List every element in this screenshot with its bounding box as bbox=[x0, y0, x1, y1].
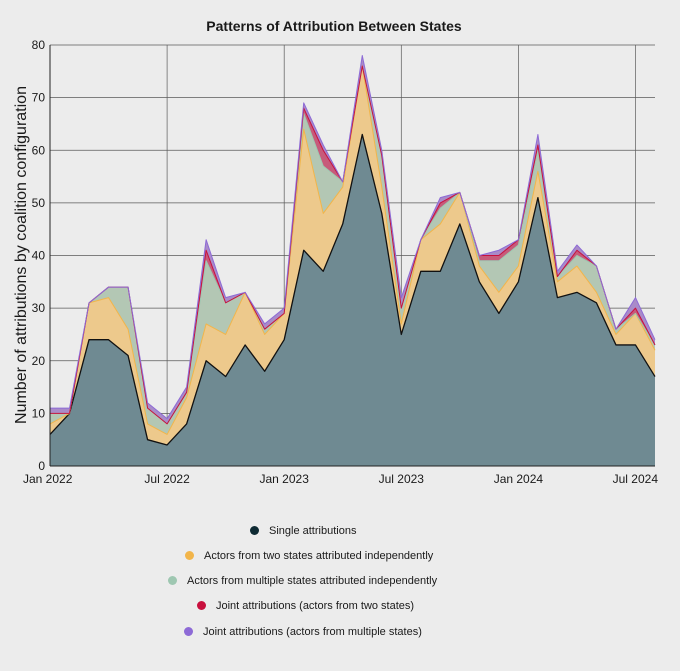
stacked-areas bbox=[50, 55, 655, 466]
y-tick-label: 10 bbox=[32, 406, 46, 420]
x-tick-label: Jan 2022 bbox=[23, 472, 73, 486]
y-tick-labels: 0 10 20 30 40 50 60 70 80 bbox=[32, 38, 46, 473]
x-tick-label: Jan 2023 bbox=[259, 472, 309, 486]
x-tick-label: Jan 2024 bbox=[494, 472, 544, 486]
legend-marker bbox=[250, 526, 259, 535]
legend-item: Joint attributions (actors from multiple… bbox=[184, 626, 422, 638]
legend-marker bbox=[184, 627, 193, 636]
series-line bbox=[49, 133, 656, 446]
y-tick-label: 70 bbox=[32, 91, 46, 105]
legend-marker bbox=[197, 601, 206, 610]
chart-title: Patterns of Attribution Between States bbox=[206, 18, 462, 34]
series-line bbox=[50, 65, 656, 425]
y-tick-label: 0 bbox=[38, 459, 45, 473]
legend-label: Actors from two states attributed indepe… bbox=[204, 550, 434, 562]
legend-label: Single attributions bbox=[269, 525, 357, 537]
x-tick-label: Jul 2024 bbox=[613, 472, 659, 486]
y-tick-label: 40 bbox=[32, 249, 46, 263]
legend-marker bbox=[168, 576, 177, 585]
x-tick-label: Jul 2023 bbox=[379, 472, 425, 486]
legend-marker bbox=[185, 551, 194, 560]
x-tick-labels: Jan 2022 Jul 2022 Jan 2023 Jul 2023 Jan 2024… bbox=[23, 472, 658, 486]
series-area bbox=[50, 134, 655, 466]
series-area bbox=[50, 66, 655, 445]
legend-label: Joint attributions (actors from multiple… bbox=[203, 626, 422, 638]
series-line bbox=[50, 55, 656, 420]
series-lines bbox=[49, 55, 656, 446]
legend-label: Actors from multiple states attributed i… bbox=[187, 575, 438, 587]
legend-item: Actors from two states attributed indepe… bbox=[185, 550, 433, 562]
axes bbox=[49, 45, 655, 467]
y-tick-label: 50 bbox=[32, 196, 46, 210]
y-axis-label: Number of attributions by coalition conf… bbox=[13, 86, 30, 424]
legend-item: Actors from multiple states attributed i… bbox=[168, 575, 437, 587]
y-tick-label: 60 bbox=[32, 143, 46, 157]
x-tick-label: Jul 2022 bbox=[144, 472, 190, 486]
legend-item: Joint attributions (actors from two stat… bbox=[197, 600, 414, 612]
y-tick-label: 20 bbox=[32, 354, 46, 368]
y-tick-label: 30 bbox=[32, 301, 46, 315]
y-tick-label: 80 bbox=[32, 38, 46, 52]
legend-label: Joint attributions (actors from two stat… bbox=[216, 600, 415, 612]
legend-item: Single attributions bbox=[250, 525, 356, 537]
